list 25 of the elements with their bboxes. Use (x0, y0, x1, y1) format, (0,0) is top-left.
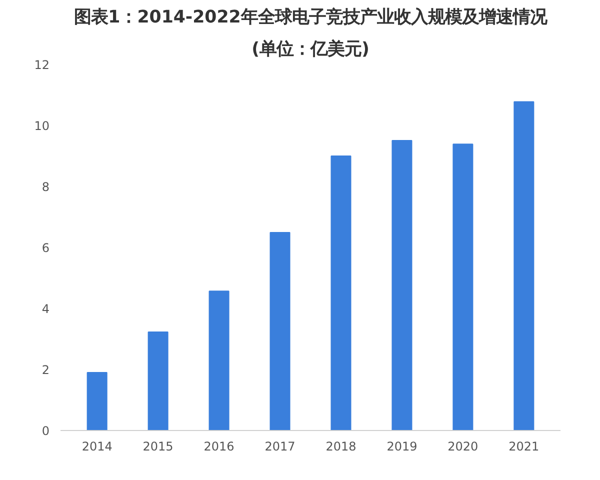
bar (330, 156, 352, 430)
x-tick-label: 2019 (386, 440, 418, 454)
x-tick-label: 2020 (448, 440, 478, 454)
y-tick-label: 8 (42, 180, 50, 194)
y-tick-label: 10 (34, 119, 50, 133)
x-tick-label: 2018 (326, 440, 356, 454)
bar (452, 144, 474, 430)
x-tick-label: 2017 (264, 440, 296, 454)
y-tick-label: 12 (34, 58, 50, 72)
bar (148, 331, 168, 430)
bar (270, 232, 290, 430)
x-tick-label: 2021 (508, 440, 540, 454)
y-tick-label: 4 (42, 302, 50, 316)
x-tick-label: 2016 (204, 440, 234, 454)
chart-subtitle: (单位：亿美元) (252, 38, 370, 60)
chart-title: 图表1：2014-2022年全球电子竞技产业收入规模及增速情况 (74, 8, 548, 28)
y-tick-label: 6 (42, 241, 50, 255)
x-tick-label: 2014 (82, 440, 112, 454)
y-tick-label: 0 (42, 424, 50, 438)
bar (86, 372, 108, 430)
y-tick-label: 2 (42, 363, 50, 377)
bar (392, 140, 412, 430)
x-tick-label: 2015 (142, 440, 174, 454)
bar (514, 101, 534, 430)
bar (208, 290, 230, 430)
